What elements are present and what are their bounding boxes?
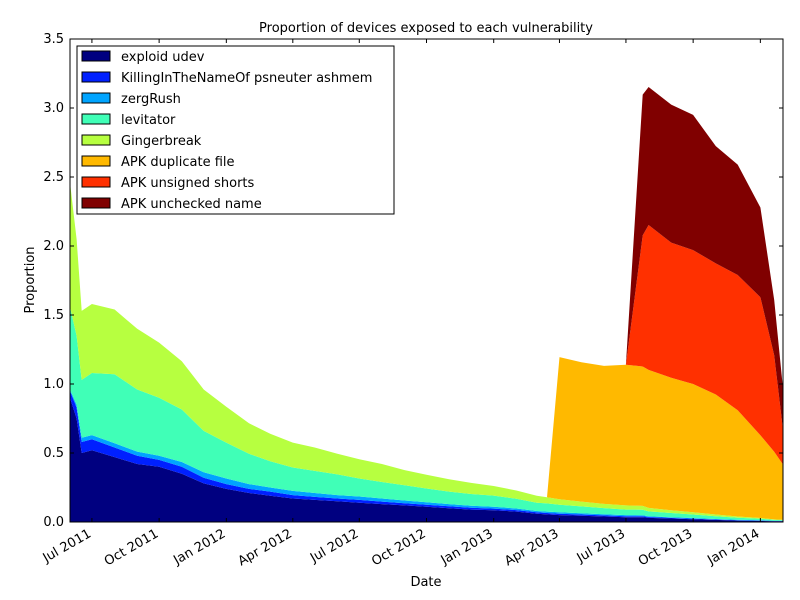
legend-swatch	[81, 113, 111, 125]
x-axis-label: Date	[410, 575, 441, 590]
legend: exploid udev KillingInTheNameOf psneuter …	[76, 45, 395, 215]
legend-swatch	[81, 71, 111, 83]
area-series-0	[70, 397, 783, 522]
y-tick-label: 3.0	[43, 101, 64, 116]
legend-label: KillingInTheNameOf psneuter ashmem	[121, 71, 372, 86]
y-tick-label: 0.0	[43, 515, 64, 530]
legend-swatch	[81, 134, 111, 146]
legend-swatch	[81, 176, 111, 188]
area-series-3	[70, 306, 783, 521]
y-tick-label: 1.5	[43, 308, 64, 323]
area-series-2	[70, 389, 783, 521]
legend-swatch	[81, 50, 111, 62]
legend-box	[76, 45, 395, 215]
legend-label: Gingerbreak	[121, 134, 202, 149]
legend-swatch	[81, 92, 111, 104]
legend-swatch	[81, 155, 111, 167]
chart-title: Proportion of devices exposed to each vu…	[259, 21, 593, 36]
areas-layer	[70, 87, 783, 522]
legend-label: APK unsigned shorts	[121, 176, 255, 191]
y-tick-label: 0.5	[43, 446, 64, 461]
area-series-4	[70, 182, 783, 521]
legend-swatch	[81, 197, 111, 209]
area-series-6	[70, 182, 783, 498]
area-series-5	[70, 182, 783, 520]
legend-label: APK duplicate file	[121, 155, 235, 170]
y-axis-label: Proportion	[23, 246, 38, 313]
legend-label: exploid udev	[121, 50, 205, 65]
y-tick-label: 1.0	[43, 377, 64, 392]
y-tick-label: 3.5	[43, 32, 64, 47]
legend-label: zergRush	[121, 92, 181, 107]
legend-label: levitator	[121, 113, 176, 128]
legend-label: APK unchecked name	[121, 197, 262, 212]
y-tick-label: 2.5	[43, 170, 64, 185]
y-tick-label: 2.0	[43, 239, 64, 254]
